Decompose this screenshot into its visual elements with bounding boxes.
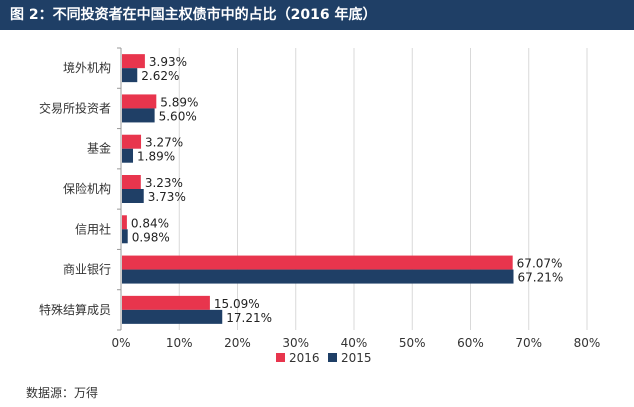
bar-2015 — [122, 68, 138, 83]
data-label: 5.60% — [159, 109, 197, 123]
x-tick-label: 30% — [282, 336, 309, 350]
data-label: 67.07% — [517, 257, 563, 271]
bar-2016 — [122, 175, 141, 189]
category-label: 保险机构 — [63, 181, 111, 196]
data-source-note: 数据源：万得 — [26, 386, 99, 400]
category-label: 信用社 — [75, 221, 111, 236]
x-tick-label: 70% — [515, 336, 542, 350]
bar-2015 — [122, 108, 155, 123]
bar-2016 — [122, 255, 513, 270]
data-label: 3.27% — [145, 136, 183, 150]
legend-label: 2015 — [341, 351, 372, 365]
chart-title: 图 2：不同投资者在中国主权债市中的占比（2016 年底） — [10, 7, 377, 23]
bar-2016 — [122, 215, 127, 230]
legend-label: 2016 — [289, 351, 320, 365]
data-label: 3.93% — [149, 55, 187, 69]
bar-2016 — [122, 94, 157, 109]
x-tick-label: 20% — [224, 336, 251, 350]
data-label: 1.89% — [137, 150, 175, 164]
bar-2016 — [122, 295, 210, 310]
legend-swatch-2016 — [276, 353, 285, 362]
x-tick-label: 50% — [399, 336, 426, 350]
bar-2015 — [122, 148, 134, 163]
x-tick-label: 40% — [341, 336, 368, 350]
category-label: 特殊结算成员 — [39, 302, 111, 317]
legend-swatch-2015 — [328, 353, 337, 362]
data-label: 3.73% — [148, 190, 186, 204]
category-label: 交易所投资者 — [39, 100, 111, 115]
data-label: 67.21% — [517, 271, 563, 285]
x-tick-label: 80% — [574, 336, 601, 350]
chart-title-bar: 图 2：不同投资者在中国主权债市中的占比（2016 年底） — [0, 0, 634, 30]
bar-2015 — [122, 309, 223, 324]
bar-2016 — [122, 54, 145, 69]
bar-2015 — [122, 229, 128, 244]
data-label: 17.21% — [226, 311, 272, 325]
category-label: 商业银行 — [63, 262, 111, 277]
category-label: 境外机构 — [63, 60, 111, 75]
bar-2016 — [122, 134, 142, 149]
data-label: 2.62% — [141, 69, 179, 83]
bar-2015 — [122, 189, 144, 203]
data-label: 5.89% — [160, 95, 198, 109]
category-label: 基金 — [87, 141, 111, 156]
x-tick-label: 10% — [166, 336, 193, 350]
x-tick-label: 0% — [111, 336, 130, 350]
chart-area: 0% 10% 20% 30% 40% 50% 60% 70% 80% 境外机构 3.93% 2.62%… — [0, 30, 634, 375]
data-label: 0.84% — [131, 216, 169, 230]
data-label: 0.98% — [132, 230, 170, 244]
bar-2015 — [122, 269, 514, 284]
x-tick-label: 60% — [457, 336, 484, 350]
bar-chart: 0% 10% 20% 30% 40% 50% 60% 70% 80% 境外机构 3.93%2.62%… — [39, 47, 601, 365]
data-label: 3.23% — [145, 176, 183, 190]
data-label: 15.09% — [214, 297, 260, 311]
